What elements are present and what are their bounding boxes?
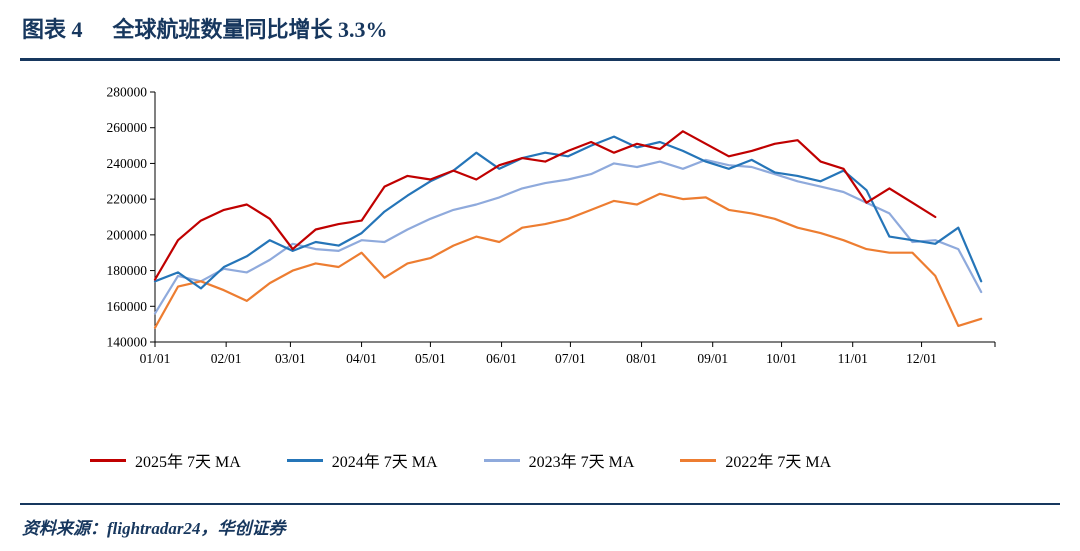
x-tick-label: 07/01 — [555, 351, 586, 366]
chart-legend: 2025年 7天 MA 2024年 7天 MA 2023年 7天 MA 2022年 7… — [90, 448, 831, 472]
y-tick-label: 280000 — [107, 85, 148, 100]
y-tick-label: 220000 — [107, 192, 148, 207]
x-tick-label: 03/01 — [275, 351, 306, 366]
y-tick-label: 160000 — [107, 299, 148, 314]
x-tick-label: 11/01 — [838, 351, 868, 366]
y-tick-label: 200000 — [107, 227, 148, 242]
legend-item: 2025年 7天 MA — [90, 448, 241, 472]
legend-label: 2024年 7天 MA — [331, 454, 438, 471]
legend-line-swatch — [483, 458, 520, 462]
figure-title: 全球航班数量同比增长 3.3% — [112, 17, 388, 42]
legend-line-swatch — [90, 458, 126, 462]
x-tick-label: 06/01 — [486, 351, 517, 366]
x-tick-label: 09/01 — [697, 351, 728, 366]
y-tick-label: 240000 — [107, 156, 148, 171]
series-line-2024年 7天 MA — [153, 135, 983, 290]
figure-number-label: 图表 4 — [22, 17, 83, 42]
legend-item: 2022年 7天 MA — [680, 448, 831, 472]
x-tick-label: 04/01 — [346, 351, 377, 366]
x-tick-label: 01/01 — [140, 351, 171, 366]
series-line-2022年 7天 MA — [153, 192, 983, 329]
x-tick-label: 05/01 — [415, 351, 446, 366]
x-tick-label: 02/01 — [211, 351, 242, 366]
legend-line-swatch — [286, 458, 323, 462]
legend-label: 2023年 7天 MA — [528, 454, 635, 471]
series-line-2023年 7天 MA — [153, 158, 983, 315]
y-tick-label: 180000 — [107, 263, 148, 278]
legend-label: 2025年 7天 MA — [135, 454, 241, 471]
y-tick-label: 140000 — [107, 335, 148, 350]
chart-area: 140000 160000 180000 200000 220000 240000 2600… — [70, 78, 1010, 388]
x-tick-label: 08/01 — [626, 351, 657, 366]
title-divider-rule — [20, 58, 1060, 61]
figure-header: 图表 4 全球航班数量同比增长 3.3% — [22, 12, 388, 44]
y-tick-label: 260000 — [107, 120, 148, 135]
footer-divider-rule — [20, 503, 1060, 505]
legend-label: 2022年 7天 MA — [725, 454, 832, 471]
source-note: 资料来源：flightradar24，华创证券 — [22, 519, 286, 538]
flight-volume-line-chart: 140000 160000 180000 200000 220000 240000 2600… — [107, 85, 996, 366]
x-tick-label: 12/01 — [906, 351, 937, 366]
legend-item: 2023年 7天 MA — [483, 448, 635, 472]
x-tick-label: 10/01 — [766, 351, 797, 366]
legend-item: 2024年 7天 MA — [286, 448, 438, 472]
legend-line-swatch — [680, 458, 717, 462]
series-line-2025年 7天 MA — [153, 130, 937, 281]
